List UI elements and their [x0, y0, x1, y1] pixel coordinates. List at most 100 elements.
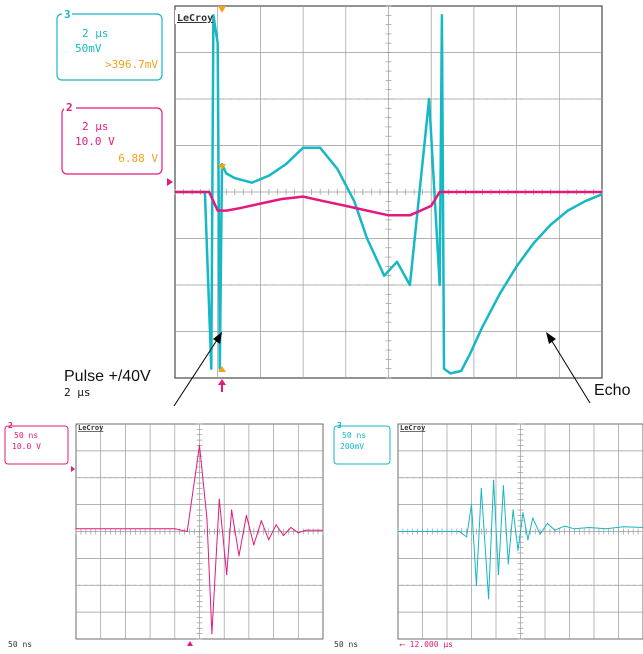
- grid-dot: [413, 584, 415, 586]
- trace-point: [460, 370, 462, 372]
- grid-dot: [580, 98, 582, 100]
- grid-dot: [554, 477, 556, 479]
- grid-dot: [615, 584, 617, 586]
- right-offset-label: ⟵ 12.000 μs: [399, 640, 453, 649]
- grid-dot: [116, 477, 118, 479]
- trace-point: [268, 539, 270, 541]
- grid-dot: [122, 477, 124, 479]
- grid-dot: [401, 584, 403, 586]
- grid-dot: [401, 284, 403, 286]
- trace-point: [225, 172, 227, 174]
- grid-dot: [258, 477, 260, 479]
- left-vdiv: 10.0 V: [12, 442, 41, 451]
- grid-dot: [171, 477, 173, 479]
- grid-dot: [332, 98, 334, 100]
- grid-dot: [282, 584, 284, 586]
- trace-point: [397, 530, 399, 533]
- ch3-tag-bg: [62, 8, 72, 20]
- grid-dot: [214, 584, 216, 586]
- grid-dot: [452, 284, 454, 286]
- grid-dot: [239, 98, 241, 100]
- grid-dot: [492, 477, 494, 479]
- grid-dot: [233, 584, 235, 586]
- grid-dot: [572, 284, 574, 286]
- grid-dot: [140, 477, 142, 479]
- grid-dot: [548, 584, 550, 586]
- grid-dot: [264, 98, 266, 100]
- grid-dot: [435, 98, 437, 100]
- main-brand-bg: [175, 10, 209, 24]
- grid-dot: [578, 584, 580, 586]
- grid-dot: [103, 584, 105, 586]
- grid-dot: [256, 98, 258, 100]
- timebase-label: 2 μs: [64, 386, 91, 399]
- grid-dot: [221, 284, 223, 286]
- left-trigger-arrow: [187, 641, 193, 646]
- grid-dot: [426, 284, 428, 286]
- ch3-tag: 3: [64, 8, 71, 21]
- grid-dot: [520, 284, 522, 286]
- trace-point: [206, 517, 208, 519]
- grid-dot: [196, 584, 198, 586]
- grid-dot: [270, 477, 272, 479]
- grid-dot: [153, 584, 155, 586]
- grid-dot: [159, 584, 161, 586]
- trace-point: [428, 98, 430, 100]
- grid-dot: [407, 477, 409, 479]
- trace-point: [174, 191, 176, 193]
- grid-dot: [492, 584, 494, 586]
- trace-point: [366, 237, 368, 240]
- grid-dot: [358, 98, 360, 100]
- trace-point: [573, 528, 576, 530]
- left-timebase: 50 ns: [14, 431, 38, 440]
- grid-dot: [332, 284, 334, 286]
- grid-dot: [350, 284, 352, 286]
- grid-dot: [639, 584, 641, 586]
- grid-dot: [295, 477, 297, 479]
- trace-point: [507, 563, 509, 565]
- grid-dot: [258, 584, 260, 586]
- grid-dot: [128, 477, 130, 479]
- trace-point: [567, 210, 569, 212]
- trace-point: [208, 191, 210, 193]
- right-vdiv: 200mV: [340, 442, 364, 451]
- grid-dot: [443, 584, 445, 586]
- grid-dot: [456, 477, 458, 479]
- trace-point: [439, 191, 441, 193]
- grid-dot: [401, 98, 403, 100]
- trace-point: [498, 293, 501, 295]
- grid-dot: [281, 98, 283, 100]
- grid-dot: [566, 584, 568, 586]
- right-timebase: 50 ns: [342, 431, 366, 440]
- grid-dot: [633, 477, 635, 479]
- right-info-box: [333, 425, 391, 465]
- grid-dot: [184, 477, 186, 479]
- grid-dot: [425, 584, 427, 586]
- grid-dot: [196, 477, 198, 479]
- trace-series-1: [175, 190, 602, 217]
- grid-dot: [227, 477, 229, 479]
- grid-dot: [520, 98, 522, 100]
- top-trigger-marker: [218, 6, 226, 13]
- grid-dot: [554, 584, 556, 586]
- trace-point: [275, 524, 277, 526]
- trace-point: [493, 479, 495, 481]
- trace-point: [527, 539, 529, 541]
- grid-dot: [184, 584, 186, 586]
- trace-point: [174, 528, 176, 530]
- grid-dot: [122, 584, 124, 586]
- grid-dot: [537, 284, 539, 286]
- trace-point: [260, 520, 262, 522]
- trace-point: [601, 191, 603, 193]
- grid-dot: [517, 477, 519, 479]
- grid-dot: [413, 477, 415, 479]
- trace-point: [211, 633, 213, 635]
- left-brand-label: LeCroy: [78, 424, 104, 432]
- trace-point: [231, 509, 233, 511]
- grid-dot: [468, 477, 470, 479]
- grid-dot: [319, 584, 321, 586]
- ch2-timebase: 2 μs: [82, 120, 109, 133]
- trace-point: [259, 203, 261, 205]
- trace-point: [226, 573, 228, 576]
- grid-dot: [147, 584, 149, 586]
